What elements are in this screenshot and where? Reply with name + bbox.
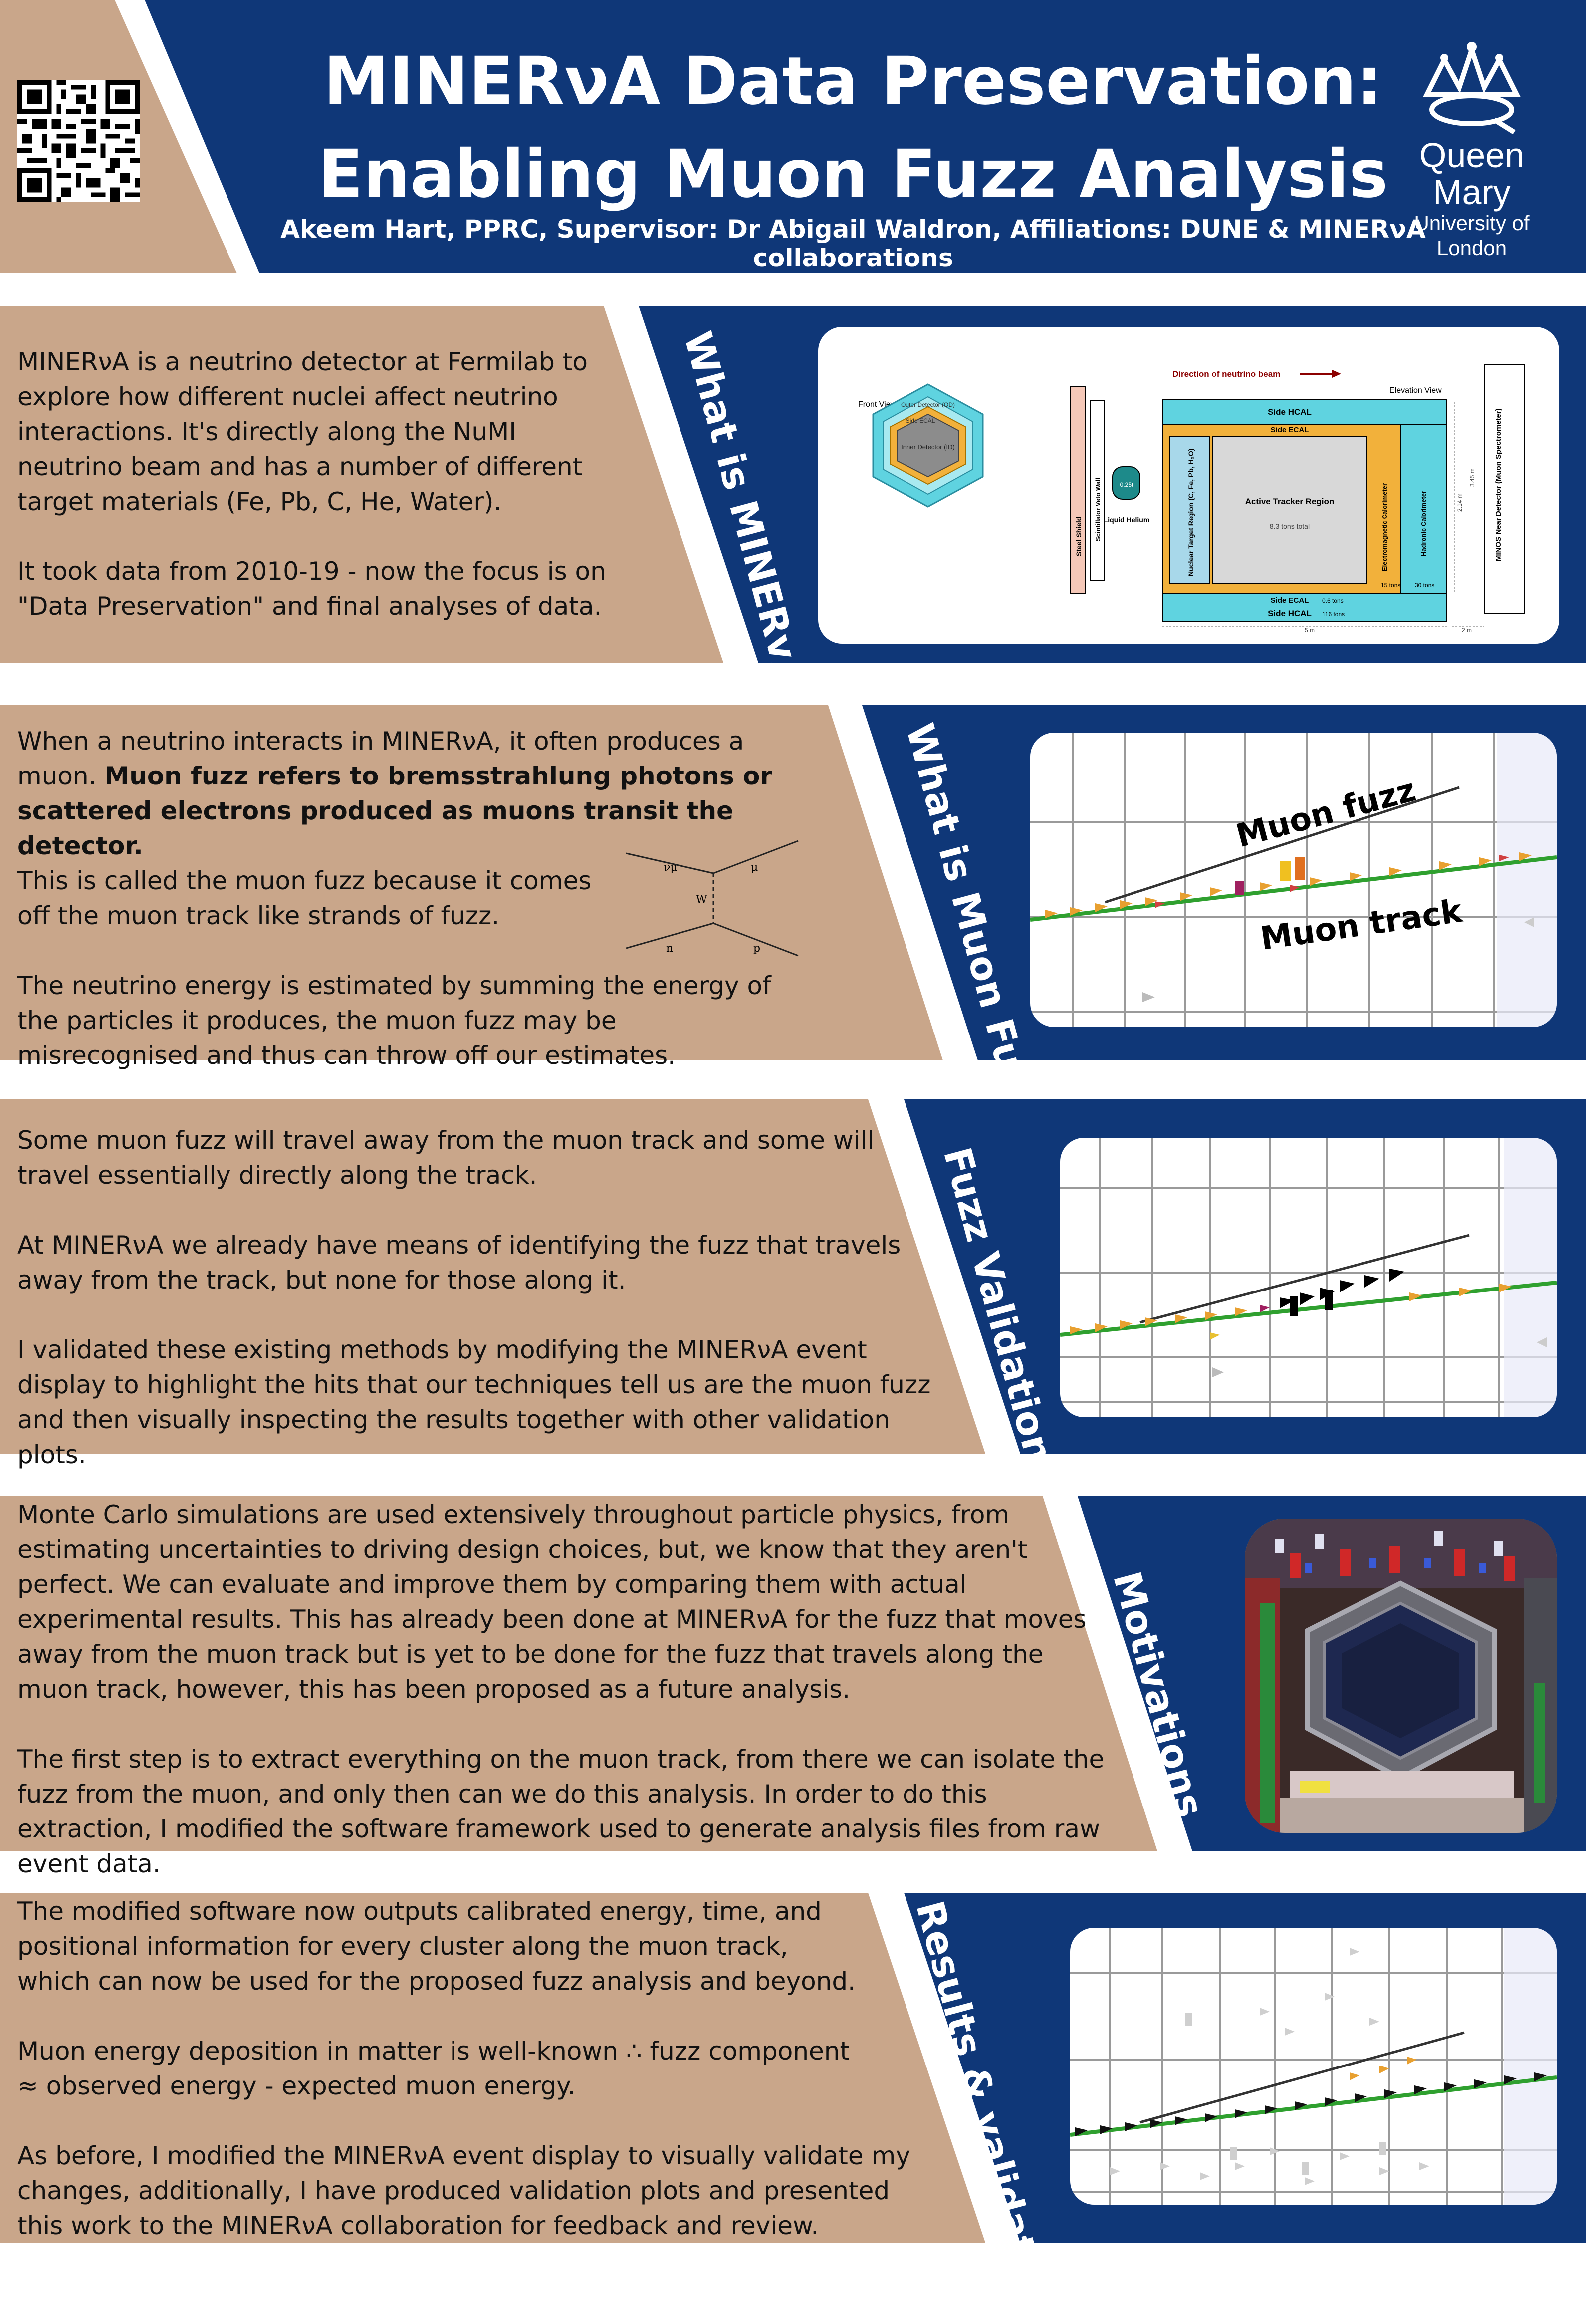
feynman-diagram: νμ μ W n p — [626, 836, 806, 961]
feynman-neutron: n — [666, 942, 673, 955]
detector-diagram: Front View Outer Detector (OD) Side ECAL… — [818, 327, 1559, 644]
title-line-2: Enabling Muon Fuzz Analysis — [318, 136, 1388, 213]
side-ecal-hex-label: Side ECAL — [906, 417, 935, 424]
inner-detector-label: Inner Detector (ID) — [901, 443, 955, 451]
minos-label: MINOS Near Detector (Muon Spectrometer) — [1494, 408, 1503, 561]
muon-fuzz-label: Muon fuzz — [1232, 772, 1420, 855]
section3-text-panel — [0, 1099, 985, 1454]
height-1-label: 2.14 m — [1456, 493, 1463, 512]
section5-paragraph-1: The modified software now outputs calibr… — [17, 1897, 856, 1996]
hcal-mass-label: 116 tons — [1322, 611, 1345, 618]
qr-code[interactable] — [17, 80, 140, 202]
hadronic-calorimeter-label: Hadronic Calorimeter — [1420, 491, 1427, 556]
section3-text: Some muon fuzz will travel away from the… — [17, 1123, 945, 1472]
ecal-mass-label: 0.6 tons — [1322, 597, 1344, 604]
section5-text-panel — [0, 1893, 985, 2243]
results-event-display — [1070, 1928, 1557, 2205]
feynman-proton: p — [753, 942, 760, 955]
fuzz-validation-display — [1060, 1138, 1557, 1417]
height-2-label: 3.45 m — [1469, 468, 1476, 487]
logo-name: Queen Mary — [1419, 136, 1525, 212]
active-tracker-label: Active Tracker Region — [1245, 497, 1335, 506]
length-2m-label: 2 m — [1462, 627, 1472, 634]
section2-intro: When a neutrino interacts in MINERνA, it… — [17, 727, 744, 790]
section3-paragraph-1: Some muon fuzz will travel away from the… — [17, 1126, 875, 1190]
section2-text: When a neutrino interacts in MINERνA, it… — [17, 724, 816, 1073]
side-hcal-top-label: Side HCAL — [1268, 407, 1312, 417]
elevation-view-label: Elevation View — [1389, 386, 1442, 395]
qmul-logo: Queen Mary University of London — [1382, 40, 1562, 259]
section3-paragraph-2: At MINERνA we already have means of iden… — [17, 1231, 901, 1294]
title-line-1: MINERνA Data Preservation: — [323, 43, 1383, 120]
section2-text-panel — [0, 705, 943, 1060]
section1-text-panel — [0, 306, 723, 663]
section5-paragraph-3: As before, I modified the MINERνA event … — [17, 2141, 910, 2240]
feynman-w-boson: W — [696, 894, 707, 906]
feynman-neutrino: νμ — [664, 861, 678, 874]
logo-university: University of London — [1414, 211, 1530, 259]
side-ecal-bottom-label: Side ECAL — [1271, 596, 1309, 605]
section4-text: Monte Carlo simulations are used extensi… — [17, 1497, 1125, 1881]
section1-paragraph-2: It took data from 2010-19 - now the focu… — [17, 557, 606, 621]
header-banner — [145, 0, 1586, 273]
section2-fuzz-explanation: This is called the muon fuzz because it … — [17, 866, 592, 930]
poster-title: MINERνA Data Preservation: Enabling Muon… — [279, 35, 1427, 221]
steel-shield-label: Steel Shield — [1075, 517, 1083, 556]
tracker-mass-label: 8.3 tons total — [1270, 522, 1310, 530]
outer-detector-label: Outer Detector (OD) — [901, 401, 955, 408]
section4-text-panel — [0, 1496, 1157, 1851]
section1-text: MINERνA is a neutrino detector at Fermil… — [17, 344, 606, 624]
section4-paragraph-2: The first step is to extract everything … — [17, 1745, 1105, 1878]
section5-text: The modified software now outputs calibr… — [17, 1894, 910, 2243]
section2-bold-definition: Muon fuzz refers to bremsstrahlung photo… — [17, 762, 773, 860]
length-5m-label: 5 m — [1305, 627, 1315, 634]
em-calorimeter-label: Electromagnetic Calorimeter — [1381, 483, 1388, 571]
section5-paragraph-2: Muon energy deposition in matter is well… — [17, 2037, 850, 2100]
section4-paragraph-1: Monte Carlo simulations are used extensi… — [17, 1500, 1087, 1704]
veto-wall-label: Scintillator Veto Wall — [1094, 478, 1102, 541]
author-line: Akeem Hart, PPRC, Supervisor: Dr Abigail… — [280, 215, 1426, 272]
side-ecal-top-label: Side ECAL — [1271, 426, 1309, 434]
em-mass-label: 15 tons — [1381, 582, 1400, 589]
muon-track-label: Muon track — [1258, 893, 1465, 958]
beam-label: Direction of neutrino beam — [1172, 369, 1280, 379]
helium-mass-label: 0.25t — [1120, 481, 1133, 488]
section3-paragraph-3: I validated these existing methods by mo… — [17, 1335, 931, 1469]
liquid-helium-label: Liquid Helium — [1104, 516, 1150, 524]
crown-icon — [1422, 42, 1521, 135]
muon-fuzz-event-display: Muon fuzz Muon track — [1030, 733, 1557, 1027]
section1-paragraph-1: MINERνA is a neutrino detector at Fermil… — [17, 347, 588, 516]
detector-photo — [1245, 1519, 1557, 1833]
had-mass-label: 30 tons — [1415, 582, 1434, 589]
side-hcal-bottom-label: Side HCAL — [1268, 609, 1312, 618]
feynman-muon: μ — [751, 861, 758, 874]
section2-paragraph-2: The neutrino energy is estimated by summ… — [17, 971, 771, 1070]
nuclear-target-label: Nuclear Target Region (C, Fe, Pb, H₂O) — [1187, 449, 1195, 576]
